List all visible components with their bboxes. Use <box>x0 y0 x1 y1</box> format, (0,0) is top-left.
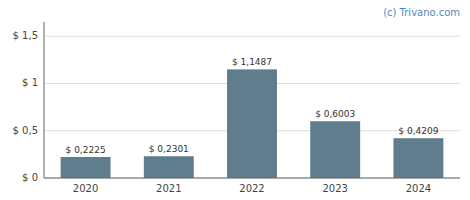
bars <box>61 69 444 178</box>
y-tick-label: $ 0 <box>22 172 38 183</box>
bar <box>393 138 443 178</box>
chart-container: $ 0 $ 0,5 $ 1 $ 1,5 2020 2021 2022 2023 2024 $ 0,… <box>0 0 470 200</box>
y-tick-label: $ 0,5 <box>13 125 38 136</box>
watermark: (c) Trivano.com <box>383 7 460 18</box>
grid-line <box>44 36 460 37</box>
y-tick-label: $ 1 <box>22 77 38 88</box>
x-tick-label: 2020 <box>73 183 98 194</box>
x-tick-label: 2021 <box>156 183 181 194</box>
bar <box>61 157 111 178</box>
bar <box>144 156 194 178</box>
data-label: $ 0,2225 <box>66 145 106 155</box>
data-label: $ 0,6003 <box>315 109 355 119</box>
bar <box>310 121 360 178</box>
chart: $ 0 $ 0,5 $ 1 $ 1,5 2020 2021 2022 2023 2024 $ 0,… <box>0 0 470 200</box>
data-label: $ 1,1487 <box>232 57 272 67</box>
y-axis-line <box>44 22 45 178</box>
x-tick-label: 2023 <box>322 183 347 194</box>
x-tick-label: 2024 <box>406 183 431 194</box>
data-label: $ 0,2301 <box>149 144 189 154</box>
bar <box>227 69 277 178</box>
data-label: $ 0,4209 <box>398 126 438 136</box>
grid-line <box>44 178 460 179</box>
x-tick-label: 2022 <box>239 183 264 194</box>
x-axis-line <box>44 178 460 179</box>
grid <box>44 36 460 178</box>
y-tick-label: $ 1,5 <box>13 30 38 41</box>
